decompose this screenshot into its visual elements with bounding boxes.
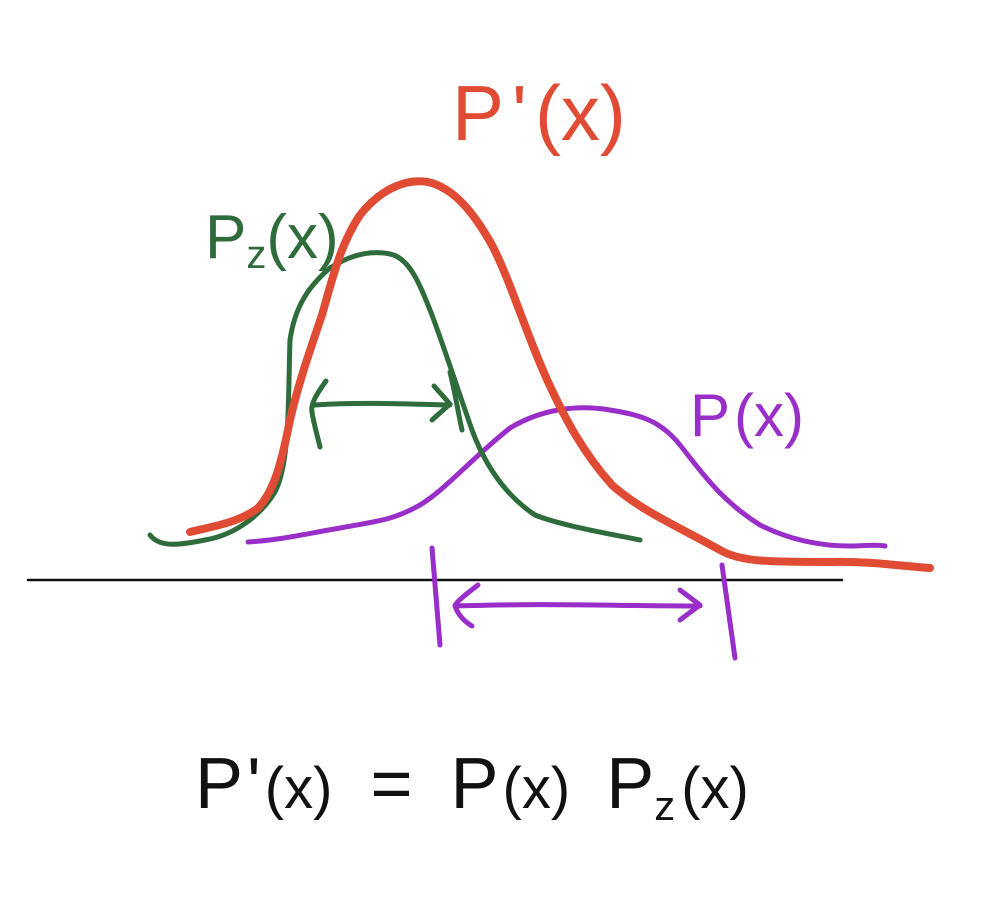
likelihood-label: Pz(x) bbox=[205, 203, 339, 277]
prior-spread-left-bar bbox=[429, 545, 443, 648]
likelihood-spread-arrow bbox=[312, 400, 453, 408]
likelihood-curve bbox=[147, 250, 643, 547]
likelihood-spread-arrowhead-left bbox=[309, 378, 329, 450]
posterior-curve bbox=[186, 177, 934, 572]
prior-label: P(x) bbox=[690, 382, 804, 449]
prior-spread-arrow bbox=[452, 602, 703, 609]
equation-lhs: P bbox=[195, 744, 243, 824]
bayes-equation: P'(x) = P(x) Pz (x) bbox=[195, 744, 749, 829]
likelihood-spread-arrowhead-right bbox=[429, 383, 453, 423]
equation-equals: = bbox=[370, 744, 412, 824]
posterior-label: P ' (x) bbox=[452, 69, 626, 157]
prior-spread-arrowhead-right bbox=[677, 587, 703, 623]
equation-prior-term: P bbox=[451, 744, 499, 824]
equation-likelihood-term: P bbox=[606, 744, 654, 824]
prior-spread-arrowhead-left bbox=[452, 582, 481, 629]
prior-curve bbox=[245, 405, 888, 549]
likelihood-spread-right-bar bbox=[447, 369, 465, 433]
prior-spread-right-bar bbox=[719, 562, 738, 661]
